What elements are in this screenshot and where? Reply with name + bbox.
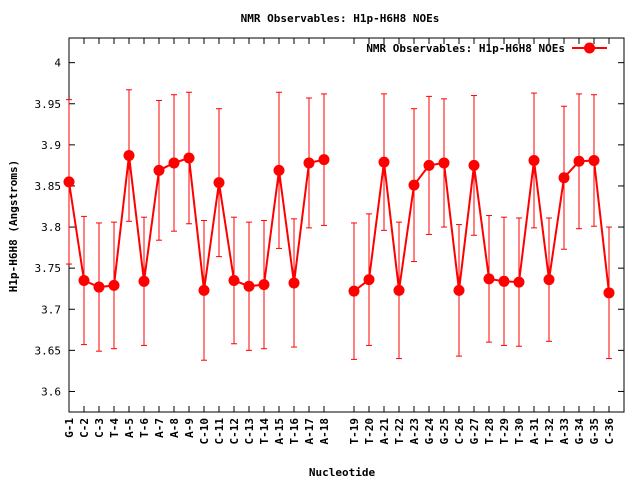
data-point (78, 274, 90, 286)
y-axis-label: H1p-H6H8 (Angstroms) (7, 160, 20, 292)
y-tick-label: 3.75 (35, 262, 62, 275)
data-point (228, 274, 240, 286)
data-point (63, 176, 75, 188)
data-point (243, 280, 255, 292)
x-tick-label: A-8 (168, 418, 181, 438)
data-point (378, 156, 390, 168)
data-point (318, 154, 330, 166)
x-tick-label: C-11 (213, 418, 226, 445)
data-point (183, 152, 195, 164)
x-tick-label: C-10 (198, 418, 211, 445)
x-tick-label: T-4 (108, 418, 121, 438)
y-tick-label: 3.9 (41, 139, 61, 152)
y-tick-label: 4 (54, 57, 61, 70)
x-tick-label: C-26 (453, 418, 466, 445)
x-tick-label: C-3 (93, 418, 106, 438)
data-point (543, 274, 555, 286)
x-axis-label: Nucleotide (309, 466, 376, 479)
legend-marker-swatch (584, 42, 595, 54)
x-tick-label: A-33 (558, 418, 571, 445)
y-tick-label: 3.7 (41, 303, 61, 316)
data-point (453, 284, 465, 296)
data-point (198, 284, 210, 296)
data-point (498, 275, 510, 287)
x-tick-label: A-15 (273, 418, 286, 445)
data-point (513, 276, 525, 288)
x-tick-label: T-14 (258, 418, 271, 445)
y-tick-label: 3.8 (41, 221, 61, 234)
data-point (288, 277, 300, 289)
data-point (123, 150, 135, 162)
data-point (303, 157, 315, 169)
data-point (108, 279, 120, 291)
x-tick-label: C-13 (243, 418, 256, 445)
data-point (483, 273, 495, 285)
y-tick-label: 3.65 (35, 344, 62, 357)
y-tick-label: 3.6 (41, 385, 61, 398)
x-tick-label: A-21 (378, 418, 391, 445)
x-tick-label: T-20 (363, 418, 376, 445)
x-tick-label: A-9 (183, 418, 196, 438)
data-point (588, 154, 600, 166)
data-point (408, 179, 420, 191)
x-tick-label: G-35 (588, 418, 601, 445)
x-tick-label: A-18 (318, 418, 331, 445)
data-point (528, 154, 540, 166)
x-tick-label: T-22 (393, 418, 406, 445)
x-tick-label: T-19 (348, 418, 361, 445)
data-point (438, 157, 450, 169)
x-tick-label: G-27 (468, 418, 481, 445)
data-point (138, 275, 150, 287)
data-point (573, 155, 585, 167)
x-tick-label: A-7 (153, 418, 166, 438)
x-tick-label: C-12 (228, 418, 241, 445)
x-tick-label: T-32 (543, 418, 556, 445)
x-tick-label: A-23 (408, 418, 421, 445)
y-tick-label: 3.95 (35, 98, 62, 111)
data-point (273, 164, 285, 176)
x-tick-label: T-29 (498, 418, 511, 445)
x-tick-label: G-24 (423, 418, 436, 445)
data-point (93, 281, 105, 293)
chart-title: NMR Observables: H1p-H6H8 NOEs (241, 12, 440, 25)
x-tick-label: T-28 (483, 418, 496, 445)
series-line (68, 155, 325, 291)
x-tick-label: G-1 (63, 418, 76, 438)
x-tick-label: T-30 (513, 418, 526, 445)
x-tick-label: T-6 (138, 418, 151, 438)
y-tick-label: 3.85 (35, 180, 62, 193)
series-line (353, 159, 610, 293)
x-tick-label: G-34 (573, 418, 586, 445)
x-tick-label: A-17 (303, 418, 316, 445)
data-point (393, 284, 405, 296)
data-point (168, 157, 180, 169)
data-point (258, 279, 270, 291)
data-point (423, 159, 435, 171)
data-point (348, 285, 360, 297)
x-tick-label: A-31 (528, 418, 541, 445)
data-point (153, 164, 165, 176)
data-point (213, 177, 225, 189)
legend-label: NMR Observables: H1p-H6H8 NOEs (366, 42, 565, 55)
legend: NMR Observables: H1p-H6H8 NOEs (366, 42, 607, 55)
data-point (468, 159, 480, 171)
x-tick-label: C-36 (603, 418, 616, 445)
data-point (603, 287, 615, 299)
x-tick-label: G-25 (438, 418, 451, 445)
x-tick-label: A-5 (123, 418, 136, 438)
x-tick-label: T-16 (288, 418, 301, 445)
data-point (558, 172, 570, 184)
data-point (363, 274, 375, 286)
x-tick-label: C-2 (78, 418, 91, 438)
